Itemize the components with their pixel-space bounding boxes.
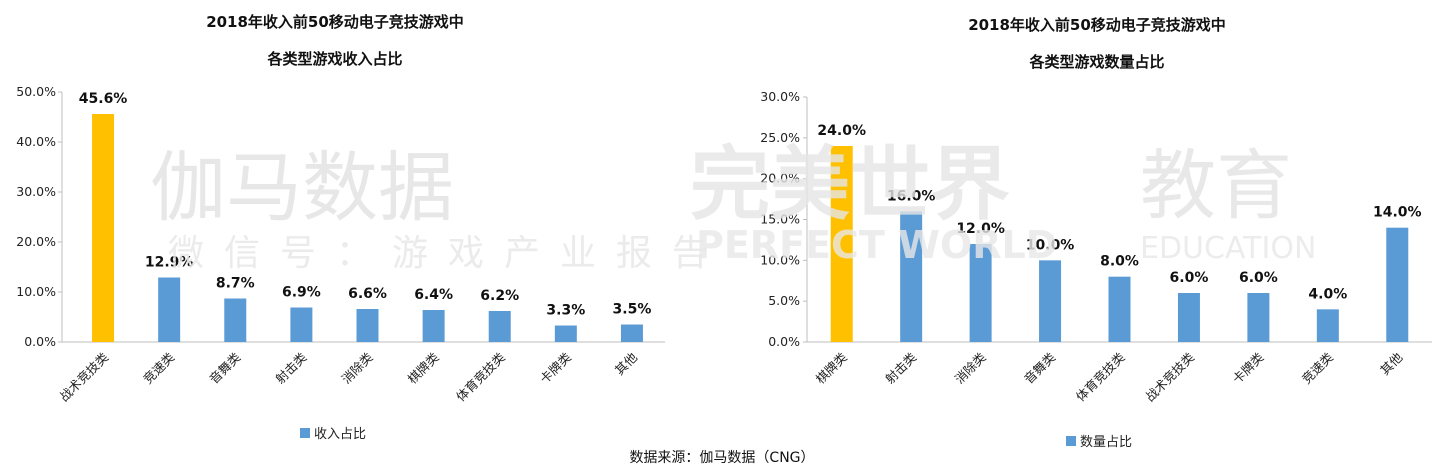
chart2-category-label: 音舞类 [1021, 349, 1058, 386]
chart2-data-label: 14.0% [1373, 205, 1422, 221]
chart1-data-label: 6.2% [480, 288, 519, 304]
chart2-y-tick-label: 25.0% [760, 130, 800, 145]
chart1-category-label: 消除类 [338, 349, 375, 386]
chart2-category-label: 棋牌类 [813, 349, 850, 386]
chart2-bar [1316, 309, 1339, 342]
chart1-data-label: 6.6% [348, 286, 387, 302]
watermark-pw-edu: 教育 [1140, 141, 1292, 230]
chart1-legend-swatch [300, 428, 310, 438]
chart2-data-label: 8.0% [1100, 254, 1139, 270]
watermark-pw-cn: 完美世界 [690, 138, 1010, 231]
chart2-y-tick-label: 30.0% [760, 89, 800, 104]
chart2-bar [900, 211, 923, 342]
chart2-legend-label: 数量占比 [1080, 435, 1132, 450]
chart2-bar [1386, 227, 1409, 342]
chart2-bar [830, 146, 853, 342]
chart1-bar [92, 114, 115, 342]
chart2-data-label: 16.0% [887, 188, 936, 204]
chart1-data-label: 6.9% [282, 285, 321, 301]
chart1-category-label: 射击类 [272, 349, 309, 386]
chart1-category-label: 音舞类 [206, 349, 243, 386]
chart1-data-label: 3.5% [613, 302, 652, 318]
chart2-data-label: 6.0% [1239, 270, 1278, 286]
chart1-bar [554, 325, 577, 342]
chart1-bar [488, 311, 511, 342]
chart2-bar [969, 244, 992, 342]
chart1-y-tick-label: 10.0% [16, 284, 56, 299]
chart2-category-label: 卡牌类 [1229, 349, 1266, 386]
chart2-legend-swatch [1066, 436, 1076, 446]
chart2-category-label: 射击类 [882, 349, 919, 386]
chart1-bar [224, 298, 247, 342]
chart1-category-label: 竞速类 [140, 349, 177, 386]
chart1-bar [290, 307, 313, 342]
chart1-bar [620, 324, 643, 342]
chart2-category-label: 竞速类 [1299, 349, 1336, 386]
watermark-gamma-sub: 微信号：游戏产业报告 [168, 233, 728, 274]
chart1-data-label: 6.4% [414, 287, 453, 303]
chart2-y-tick-label: 0.0% [768, 334, 800, 349]
chart2-title-line2: 各类型游戏数量占比 [1028, 53, 1164, 71]
chart1-y-tick-label: 20.0% [16, 234, 56, 249]
chart2-data-label: 24.0% [817, 123, 866, 139]
chart2-y-tick-label: 5.0% [768, 293, 800, 308]
chart1-y-tick-label: 50.0% [16, 84, 56, 99]
chart2-bar [1108, 276, 1131, 342]
chart2-category-label: 消除类 [952, 349, 989, 386]
chart1-category-label: 棋牌类 [405, 349, 442, 386]
chart2-data-label: 4.0% [1308, 286, 1347, 302]
chart2-title-line1: 2018年收入前50移动电子竞技游戏中 [968, 16, 1226, 34]
chart2-data-label: 10.0% [1026, 237, 1075, 253]
watermark-pw-edu-en: EDUCATION [1140, 231, 1316, 266]
chart1-title-line2: 各类型游戏收入占比 [266, 50, 402, 68]
chart1-bar [422, 310, 445, 342]
chart2-data-label: 6.0% [1170, 270, 1209, 286]
chart1-data-label: 8.7% [216, 276, 255, 292]
chart2-y-tick-label: 20.0% [760, 171, 800, 186]
chart2-data-label: 12.0% [956, 221, 1005, 237]
chart2-bar [1247, 293, 1270, 342]
chart1-category-label: 体育竞技类 [453, 349, 508, 404]
watermark-pw-en: PERFECT WORLD [696, 223, 1057, 267]
chart2-bar [1039, 260, 1062, 342]
chart1-y-tick-label: 0.0% [24, 334, 56, 349]
source-note: 数据来源：伽马数据（CNG） [629, 450, 814, 466]
chart1-plot: 0.0% 10.0% 20.0% 30.0% 40.0% 50.0% 45.6% 战术竞技类 1… [16, 84, 665, 442]
chart1-data-label: 3.3% [546, 303, 585, 319]
chart1-title-line1: 2018年收入前50移动电子竞技游戏中 [206, 13, 464, 31]
chart2-y-tick-label: 15.0% [760, 212, 800, 227]
chart1-data-label: 12.9% [145, 255, 194, 271]
chart2-y-tick-label: 10.0% [760, 252, 800, 267]
chart2-bar [1177, 293, 1200, 342]
chart1-y-tick-label: 40.0% [16, 134, 56, 149]
watermark-gamma-text: 伽马数据 [150, 143, 454, 232]
watermark-gamma: 伽马数据 微信号：游戏产业报告 [150, 143, 728, 274]
chart1-data-label: 45.6% [79, 91, 128, 107]
chart2-category-label: 其他 [1377, 349, 1406, 378]
watermark-perfect-world: 完美世界 教育 PERFECT WORLD EDUCATION [690, 138, 1316, 267]
chart1-y-tick-label: 30.0% [16, 184, 56, 199]
chart2-category-label: 体育竞技类 [1073, 349, 1128, 404]
chart1-bar [356, 309, 379, 342]
chart1-bar [158, 277, 181, 342]
chart1-legend-label: 收入占比 [314, 427, 366, 442]
chart2-category-label: 战术竞技类 [1142, 349, 1197, 404]
chart1-category-label: 战术竞技类 [56, 349, 111, 404]
chart1-category-label: 卡牌类 [537, 349, 574, 386]
chart1-category-label: 其他 [612, 349, 641, 378]
